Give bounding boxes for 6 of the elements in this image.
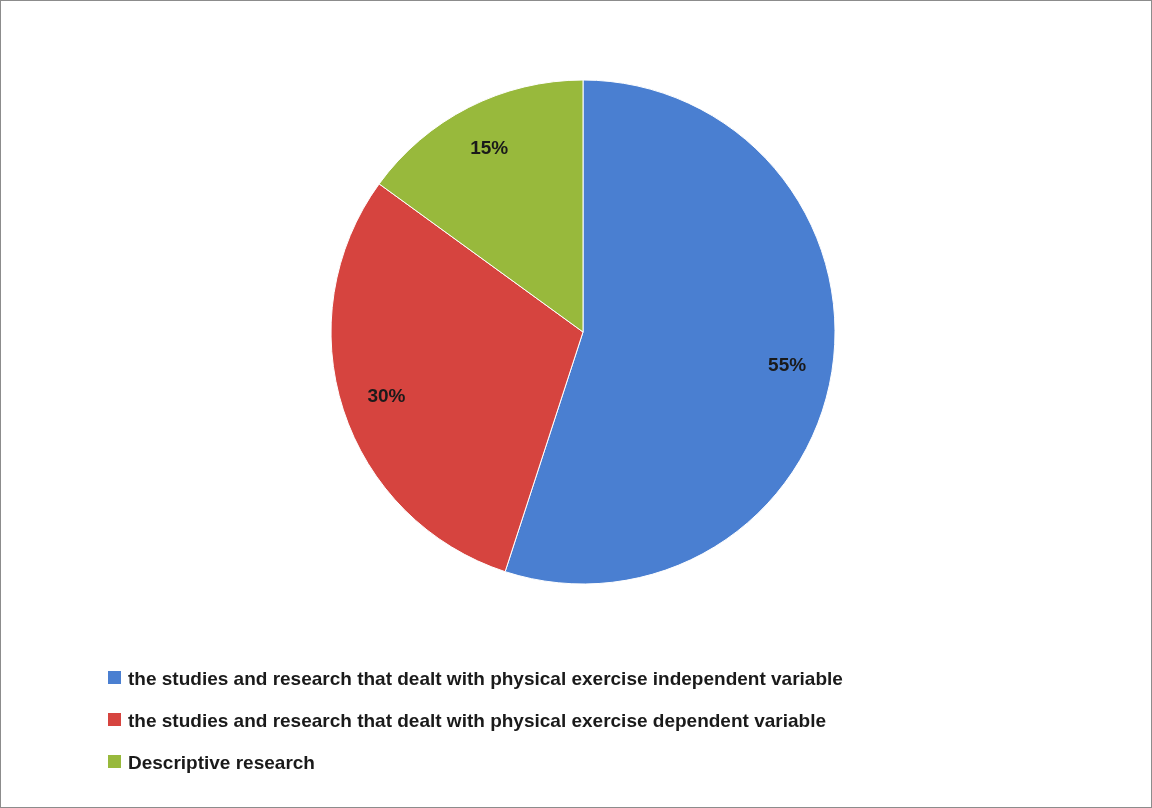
data-label: 55% <box>768 353 807 375</box>
legend-label: Descriptive research <box>128 751 315 773</box>
legend-label: the studies and research that dealt with physical exercise independent variable <box>128 667 843 689</box>
legend-label: the studies and research that dealt with physical exercise dependent variable <box>128 709 826 731</box>
data-label: 15% <box>470 137 509 159</box>
data-label: 30% <box>367 385 406 407</box>
